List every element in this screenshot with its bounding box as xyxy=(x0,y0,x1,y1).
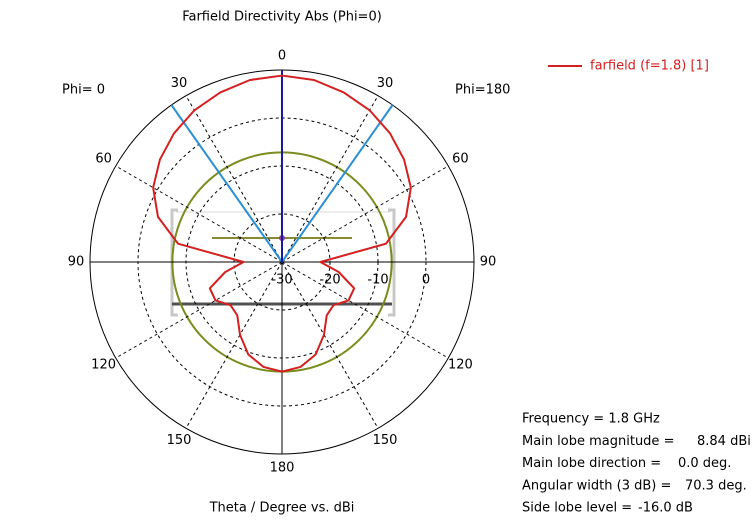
info-value: 8.84 dBi xyxy=(697,434,751,449)
half-power-line xyxy=(170,104,283,263)
info-value: -16.0 dB xyxy=(638,501,693,516)
phi-label: Phi=180 xyxy=(455,83,510,98)
r-tick-label: -20 xyxy=(319,273,340,288)
theta-tick-label: 90 xyxy=(68,255,85,270)
theta-tick-label: 180 xyxy=(270,461,295,476)
r-tick-label: -10 xyxy=(367,273,388,288)
pattern-line xyxy=(152,74,412,373)
theta-tick-label: 90 xyxy=(480,255,497,270)
grid-line xyxy=(281,261,379,429)
info-value: 0.0 deg. xyxy=(678,456,731,471)
theta-tick-label: 60 xyxy=(95,152,112,167)
info-label: Main lobe direction = xyxy=(522,456,661,471)
info-label: Frequency = 1.8 GHz xyxy=(522,412,660,427)
legend-label: farfield (f=1.8) [1] xyxy=(590,59,709,74)
phi-label: Phi= 0 xyxy=(62,83,105,98)
theta-tick-label: 0 xyxy=(278,49,286,64)
grid-line xyxy=(115,261,283,359)
grid-line xyxy=(281,261,449,359)
theta-tick-label: 120 xyxy=(91,358,116,373)
theta-tick-label: 60 xyxy=(452,152,469,167)
theta-tick-label: 120 xyxy=(448,358,473,373)
theta-tick-label: 30 xyxy=(171,76,188,91)
grid-line xyxy=(115,165,283,263)
info-value: 70.3 deg. xyxy=(685,478,747,493)
info-label: Side lobe level = xyxy=(522,501,632,516)
theta-tick-label: 150 xyxy=(167,433,192,448)
chart-title: Farfield Directivity Abs (Phi=0) xyxy=(182,10,382,25)
grid-line xyxy=(185,95,283,263)
grid-line xyxy=(281,95,379,263)
half-power-line xyxy=(281,104,394,263)
info-label: Main lobe magnitude = xyxy=(522,434,674,449)
axis-label: Theta / Degree vs. dBi xyxy=(209,501,355,516)
grid-line xyxy=(281,165,449,263)
theta-tick-label: 150 xyxy=(373,433,398,448)
theta-tick-label: 30 xyxy=(377,76,394,91)
info-label: Angular width (3 dB) = xyxy=(522,478,671,493)
r-tick-label: 0 xyxy=(422,273,430,288)
grid-line xyxy=(185,261,283,429)
